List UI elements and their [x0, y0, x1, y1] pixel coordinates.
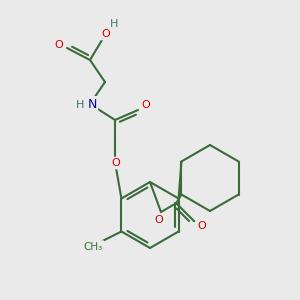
Text: H: H [110, 19, 118, 29]
Text: O: O [55, 40, 63, 50]
Text: CH₃: CH₃ [84, 242, 103, 251]
Text: H: H [76, 100, 84, 110]
Text: N: N [87, 98, 97, 110]
Text: O: O [198, 221, 207, 231]
Text: O: O [102, 29, 110, 39]
Text: O: O [142, 100, 150, 110]
Text: O: O [154, 215, 164, 225]
Text: O: O [112, 158, 120, 168]
